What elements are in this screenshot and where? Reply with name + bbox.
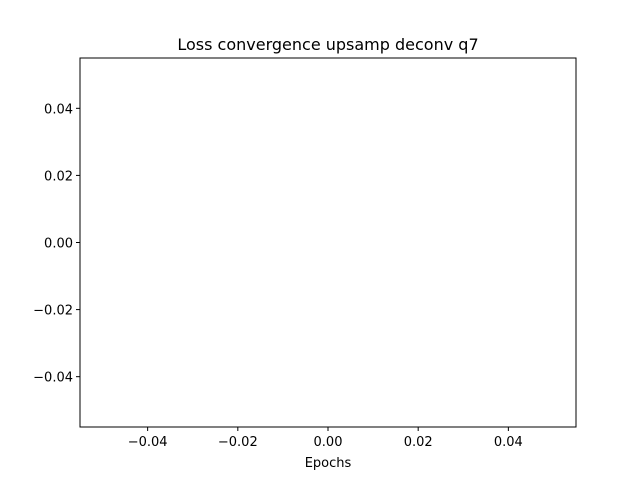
y-tick-label: −0.04 [33,371,73,386]
y-tick-label: 0.00 [44,237,73,252]
chart-title: Loss convergence upsamp deconv q7 [177,35,478,54]
x-tick-label: 0.04 [494,435,523,450]
y-tick-label: 0.02 [44,169,73,184]
x-axis: −0.04 −0.02 0.00 0.02 0.04 [128,427,523,450]
x-tick-label: −0.02 [218,435,258,450]
y-axis: −0.04 −0.02 0.00 0.02 0.04 [33,102,80,386]
x-tick-label: −0.04 [128,435,168,450]
y-tick-label: 0.04 [44,102,73,117]
x-axis-label: Epochs [305,456,352,471]
x-tick-label: 0.00 [314,435,343,450]
x-tick-label: 0.02 [404,435,433,450]
y-tick-label: −0.02 [33,304,73,319]
